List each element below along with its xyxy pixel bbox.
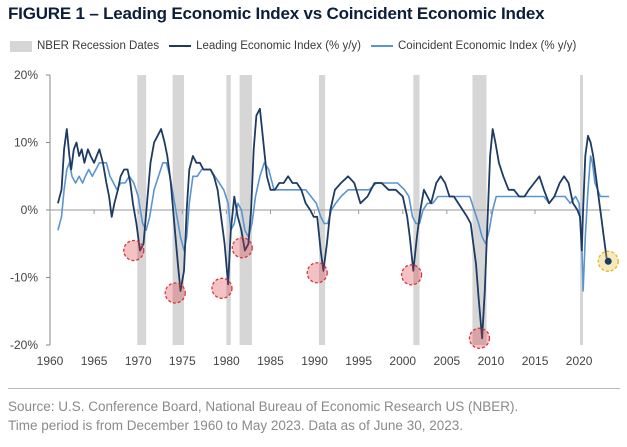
legend-item-coincident: Coincident Economic Index (% y/y) [371,40,576,52]
x-tick-label: 2015 [522,354,549,368]
footer-divider [8,388,620,389]
source-note: Source: U.S. Conference Board, National … [8,397,518,435]
y-tick-label: 0% [21,203,39,217]
source-line-2: Time period is from December 1960 to May… [8,418,463,433]
x-tick-label: 1960 [37,354,64,368]
legend-label-recession: NBER Recession Dates [37,40,160,52]
x-tick-label: 1975 [169,354,196,368]
latest-value-dot [604,257,612,265]
x-tick-label: 2005 [433,354,460,368]
leading-line-swatch-icon [169,45,192,47]
recession-swatch-icon [10,40,32,52]
trough-marker-6 [400,264,423,286]
chart-legend: NBER Recession Dates Leading Economic In… [10,38,586,54]
x-tick-label: 1995 [345,354,372,368]
trough-marker-1 [123,239,145,262]
y-tick-label: 20% [14,68,38,82]
x-tick-label: 1990 [301,354,328,368]
y-tick-label: -20% [10,338,38,352]
x-tick-label: 2020 [566,354,593,368]
x-tick-label: 1985 [257,354,284,368]
x-tick-label: 2000 [389,354,416,368]
legend-item-recession: NBER Recession Dates [10,40,159,52]
legend-label-leading: Leading Economic Index (% y/y) [196,40,361,52]
trough-marker-2 [164,282,186,304]
chart-title: FIGURE 1 – Leading Economic Index vs Coi… [8,4,545,23]
legend-item-leading: Leading Economic Index (% y/y) [169,40,361,52]
coincident-line-swatch-icon [371,45,393,47]
source-line-1: Source: U.S. Conference Board, National … [8,399,519,414]
legend-label-coincident: Coincident Economic Index (% y/y) [398,40,577,52]
trough-marker-3 [211,277,233,299]
trough-marker-7 [468,327,491,349]
x-tick-label: 1965 [81,354,108,368]
trough-marker-4 [231,237,253,259]
coincident-index-line [57,155,610,292]
x-tick-label: 1970 [125,354,152,368]
y-tick-label: -10% [10,271,38,285]
leading-index-line [57,107,610,340]
x-tick-label: 2010 [478,354,505,368]
y-tick-label: 10% [14,136,38,150]
trough-marker-5 [306,262,328,284]
x-tick-label: 1980 [213,354,240,368]
